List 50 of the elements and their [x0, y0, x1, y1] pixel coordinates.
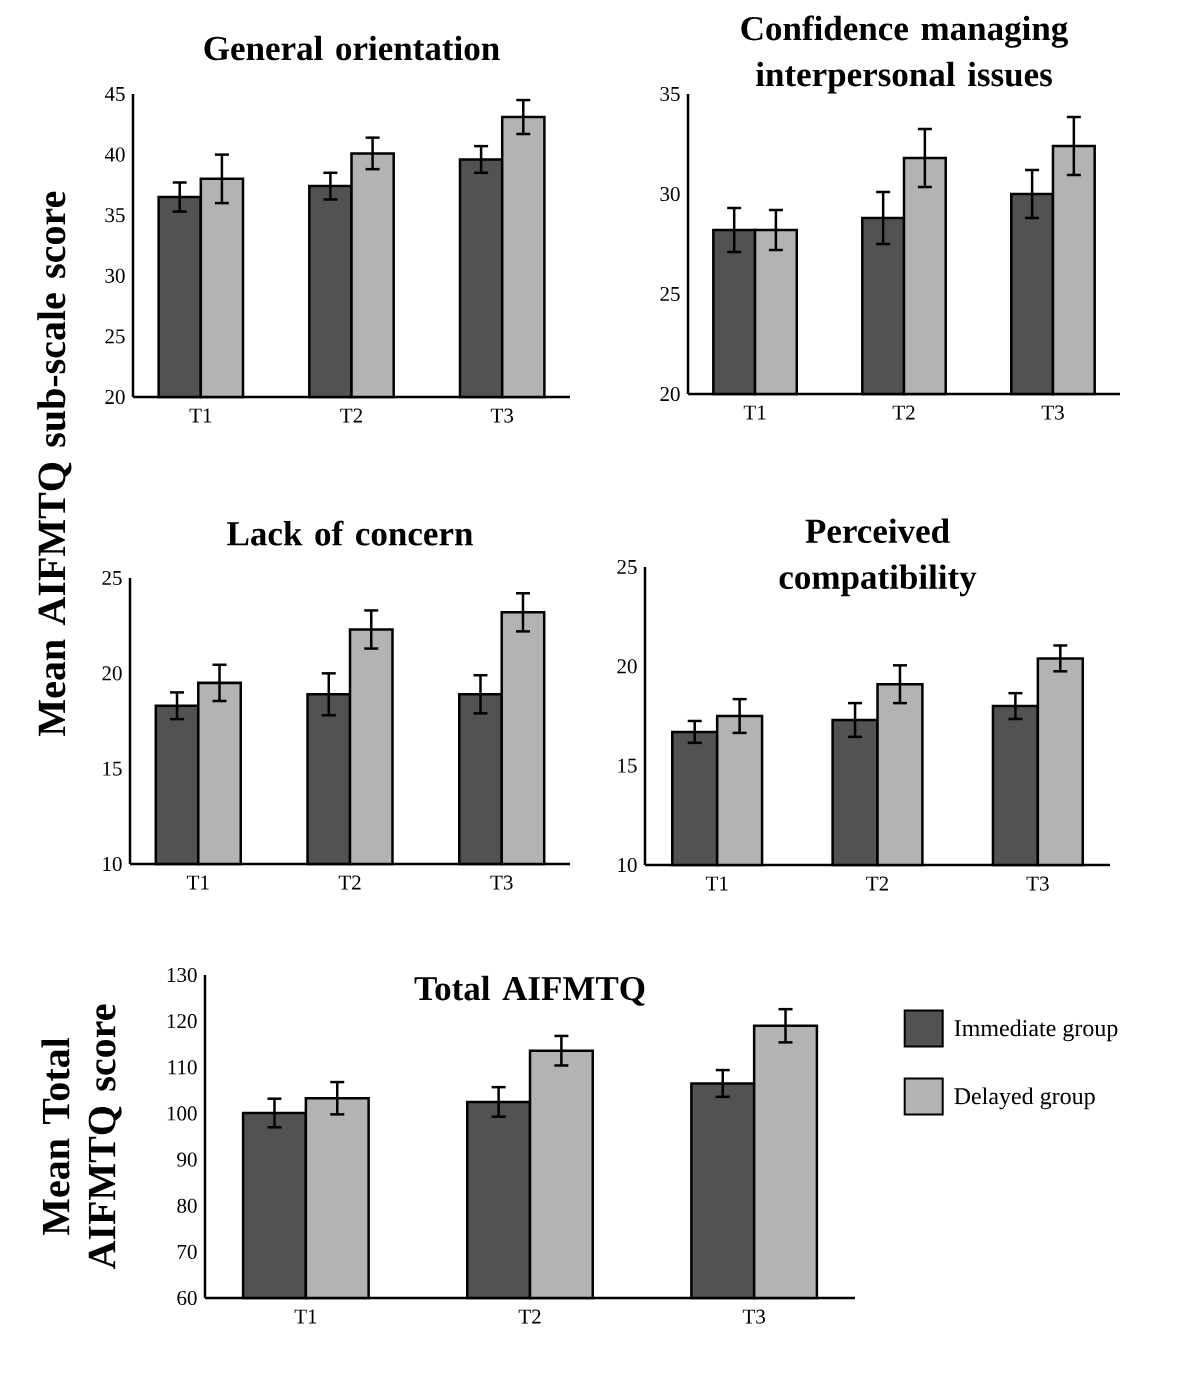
y-tick-label: 30 — [660, 186, 680, 202]
y-tick-label: 100 — [167, 1106, 197, 1121]
y-tick-label: 30 — [105, 268, 125, 283]
x-tick-label: T1 — [186, 875, 209, 890]
x-tick-label: T3 — [1026, 876, 1049, 891]
x-tick-label: T2 — [338, 875, 361, 890]
x-tick-label: T1 — [189, 408, 212, 423]
x-tick-label: T1 — [743, 405, 766, 420]
y-tick-label: 10 — [103, 856, 122, 872]
y-tick-label: 90 — [177, 1152, 197, 1167]
y-tick-label: 20 — [660, 386, 680, 402]
y-tick-label: 60 — [177, 1290, 197, 1306]
legend-label: Delayed group — [954, 1087, 1095, 1110]
x-tick-label: T1 — [294, 1309, 317, 1324]
y-tick-label: 25 — [105, 329, 125, 344]
y-axis-title: Mean Total AIFMTQ score — [41, 1004, 122, 1270]
x-tick-label: T2 — [340, 408, 363, 423]
legend-label: Immediate group — [954, 1019, 1118, 1042]
y-tick-label: 15 — [103, 761, 122, 776]
y-tick-label: 40 — [104, 147, 125, 162]
y-tick-label: 20 — [102, 666, 122, 681]
y-tick-label: 20 — [617, 659, 637, 674]
y-tick-label: 10 — [618, 857, 637, 873]
y-tick-label: 70 — [177, 1244, 197, 1259]
y-tick-label: 80 — [177, 1198, 197, 1213]
y-tick-label: 130 — [167, 967, 197, 983]
y-tick-label: 110 — [168, 1060, 197, 1075]
y-axis-title: Mean AIFMTQ sub-scale score — [37, 191, 72, 736]
x-tick-label: T3 — [490, 408, 514, 423]
x-tick-label: T1 — [705, 876, 728, 891]
x-tick-label: T2 — [518, 1309, 541, 1324]
chart-title: Total AIFMTQ — [414, 975, 645, 1006]
chart-title: General orientation — [204, 35, 500, 61]
x-tick-label: T3 — [1041, 405, 1064, 420]
x-tick-label: T2 — [866, 876, 889, 891]
y-tick-label: 120 — [167, 1014, 197, 1029]
y-tick-label: 35 — [105, 208, 125, 223]
x-tick-label: T3 — [742, 1309, 765, 1324]
y-tick-label: 45 — [104, 86, 125, 102]
y-tick-label: 20 — [105, 389, 125, 405]
chart-title: Lack of concern — [227, 520, 473, 546]
y-tick-label: 15 — [618, 758, 637, 773]
chart-title: Confidence managing interpersonal issues — [741, 15, 1068, 94]
y-tick-label: 25 — [102, 570, 122, 586]
x-tick-label: T3 — [490, 875, 513, 890]
y-tick-label: 35 — [660, 86, 680, 102]
y-tick-label: 25 — [660, 286, 680, 302]
chart-title: Perceived compatibility — [779, 518, 977, 597]
x-tick-label: T2 — [892, 405, 915, 420]
y-tick-label: 25 — [617, 559, 637, 575]
